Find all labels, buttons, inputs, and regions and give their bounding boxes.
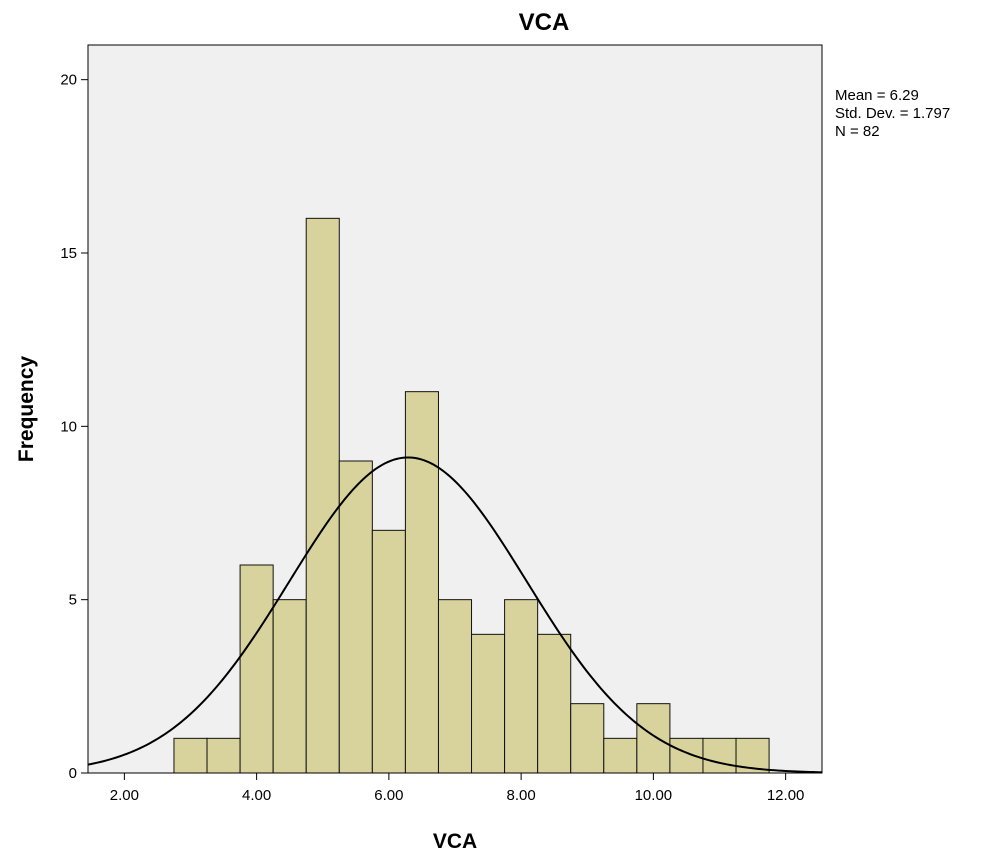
histogram-bar-10	[471, 633, 506, 774]
y-tick-label: 10	[60, 418, 77, 435]
histogram-bar-5	[305, 217, 340, 774]
histogram-bar-16	[669, 737, 704, 774]
histogram-bar-15	[636, 703, 671, 774]
histogram-bar-6	[338, 460, 373, 774]
histogram-bar-11	[504, 599, 539, 774]
normal-curve	[87, 456, 823, 774]
bars-layer	[173, 217, 770, 774]
y-axis-label: Frequency	[15, 356, 38, 463]
histogram-bar-8	[404, 391, 439, 774]
y-tick-label: 15	[60, 245, 77, 262]
histogram-bar-4	[272, 599, 307, 774]
plot-frame	[87, 44, 823, 774]
x-tick-label: 4.00	[242, 787, 271, 804]
histogram-bar-3	[239, 564, 274, 774]
histogram-bar-17	[702, 737, 737, 774]
histogram-bar-2	[206, 737, 241, 774]
x-tick-label: 2.00	[110, 787, 139, 804]
chart-title: VCA	[519, 9, 570, 36]
histogram-bar-7	[371, 529, 406, 774]
x-tick-label: 6.00	[374, 787, 403, 804]
x-tick-label: 12.00	[767, 787, 805, 804]
x-tick-label: 10.00	[635, 787, 673, 804]
x-axis-label: VCA	[433, 830, 477, 853]
histogram-bar-13	[570, 703, 605, 774]
y-tick-label: 0	[69, 765, 77, 782]
histogram-bar-12	[537, 633, 572, 774]
y-axis: 0 5 10 15 20	[60, 72, 88, 782]
x-tick-label: 8.00	[507, 787, 536, 804]
stat-std-dev: Std. Dev. = 1.797	[835, 105, 950, 122]
histogram-bar-1	[173, 737, 208, 774]
x-axis: 2.00 4.00 6.00 8.00 10.00 12.00	[110, 773, 805, 804]
stat-mean: Mean = 6.29	[835, 87, 919, 104]
y-tick-label: 5	[69, 592, 77, 609]
histogram-bar-14	[603, 737, 638, 774]
stat-n: N = 82	[835, 123, 880, 140]
y-tick-label: 20	[60, 72, 77, 89]
histogram-bar-9	[437, 599, 473, 774]
